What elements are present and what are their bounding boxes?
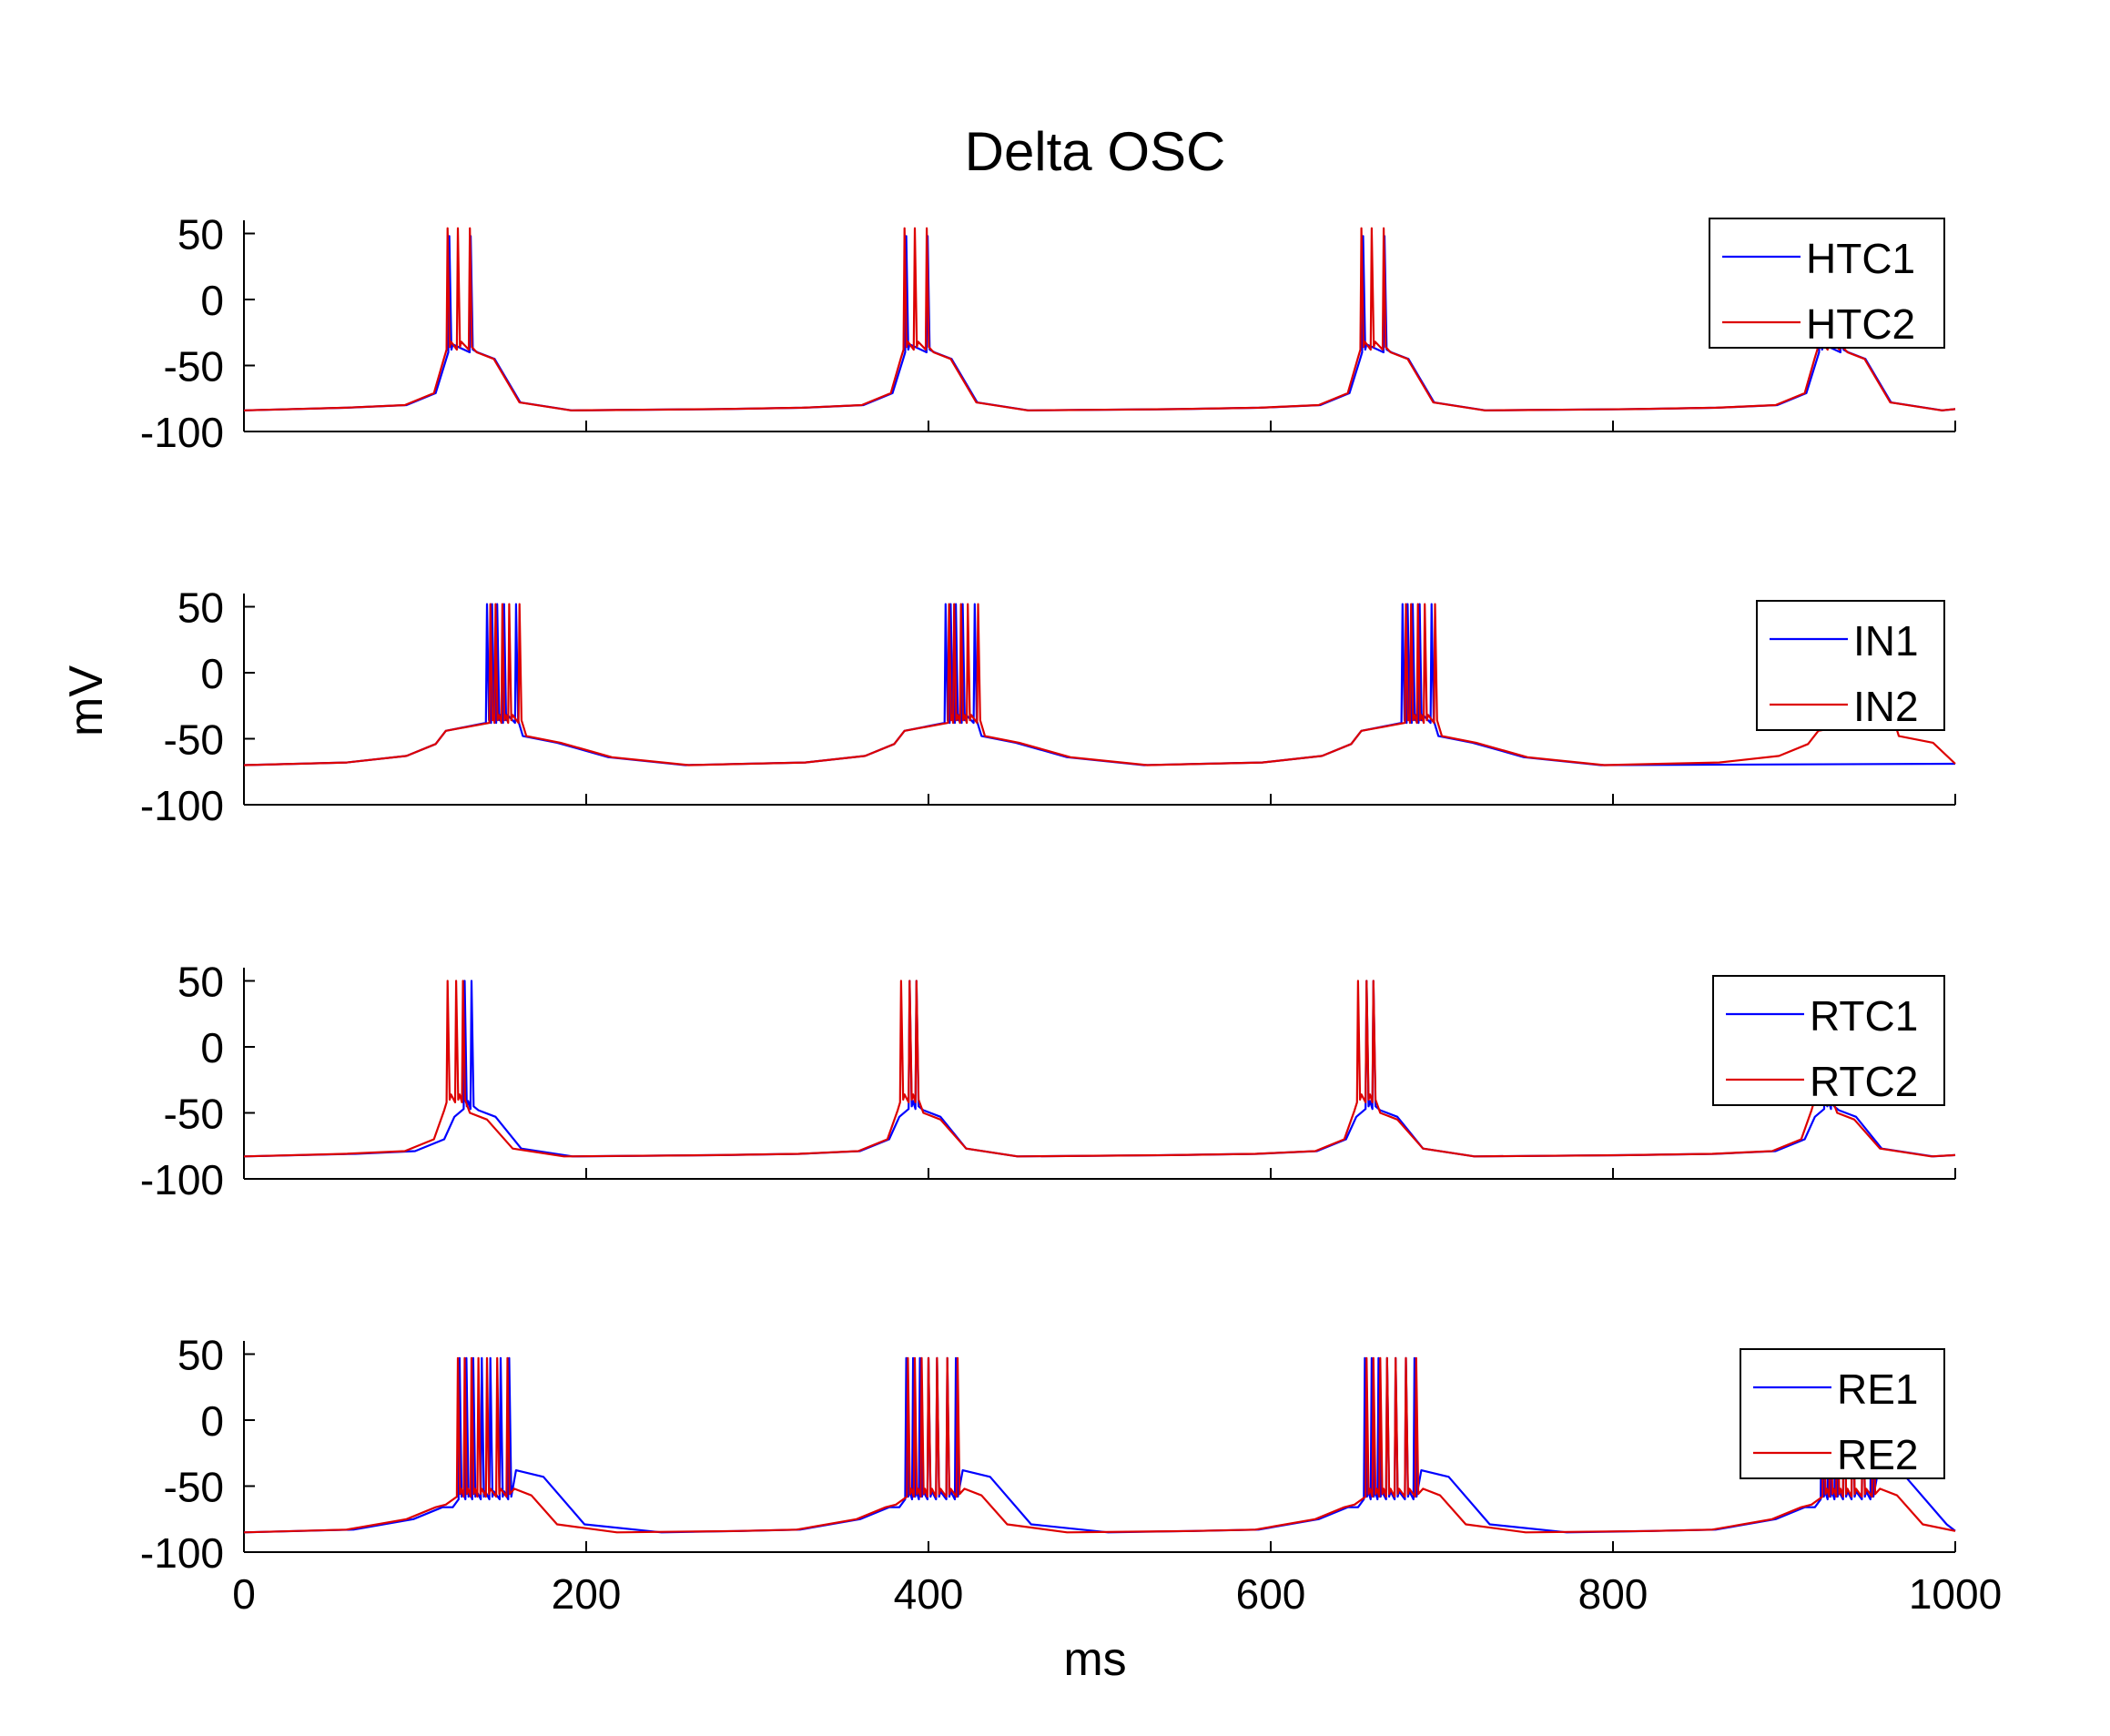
y-tick-label: 50 bbox=[178, 584, 224, 632]
panels-group: 500-50-100HTC1HTC2500-50-100IN1IN2500-50… bbox=[140, 211, 2002, 1619]
panel-1: 50 0 -50 -100 HTC1 HTC2 bbox=[140, 211, 1956, 456]
legend-box bbox=[1709, 218, 1945, 349]
y-tick-label: 0 bbox=[200, 650, 224, 697]
legend-box bbox=[1740, 1348, 1945, 1479]
legend-label: HTC2 bbox=[1806, 300, 1915, 348]
x-tick-label: 200 bbox=[552, 1570, 622, 1618]
legend-box bbox=[1712, 975, 1945, 1106]
series-line-rtc1 bbox=[243, 980, 1956, 1158]
y-tick-label: 0 bbox=[200, 1397, 224, 1445]
y-tick-label: 50 bbox=[178, 1332, 224, 1379]
x-tick-label: 400 bbox=[894, 1570, 964, 1618]
series-line-re2 bbox=[243, 1356, 1956, 1534]
series-line-rtc2 bbox=[243, 980, 1956, 1158]
series-line-htc1 bbox=[243, 235, 1956, 411]
legend-label: RE1 bbox=[1837, 1365, 1918, 1413]
series-line-in2 bbox=[243, 603, 1956, 766]
x-tick-label: 600 bbox=[1236, 1570, 1306, 1618]
panel-3: 50 0 -50 -100 RTC1 RTC2 bbox=[140, 959, 1956, 1203]
y-tick-label: -50 bbox=[164, 1091, 224, 1138]
y-tick-label: 0 bbox=[200, 1024, 224, 1071]
y-tick-label: -100 bbox=[140, 782, 224, 829]
y-axis-label: mV bbox=[60, 665, 113, 736]
series-line-htc2 bbox=[243, 227, 1956, 411]
x-tick-label: 0 bbox=[232, 1570, 256, 1618]
x-axis-label: ms bbox=[1063, 1633, 1126, 1686]
legend-label: RTC2 bbox=[1810, 1058, 1918, 1105]
legend-label: IN1 bbox=[1853, 617, 1919, 665]
x-tick-label: 1000 bbox=[1909, 1570, 2002, 1618]
legend-box bbox=[1756, 600, 1945, 731]
chart-title: Delta OSC bbox=[965, 121, 1226, 182]
legend-label: RE2 bbox=[1837, 1431, 1918, 1478]
y-tick-label: -100 bbox=[140, 409, 224, 456]
y-tick-label: 0 bbox=[200, 277, 224, 324]
legend-label: HTC1 bbox=[1806, 235, 1915, 282]
y-tick-label: -50 bbox=[164, 716, 224, 764]
y-tick-label: -100 bbox=[140, 1156, 224, 1203]
y-tick-label: 50 bbox=[178, 959, 224, 1006]
x-tick-label: 800 bbox=[1578, 1570, 1648, 1618]
legend: RTC1 RTC2 bbox=[1712, 975, 1945, 1106]
legend-label: IN2 bbox=[1853, 683, 1919, 730]
series-line-re1 bbox=[243, 1356, 1956, 1534]
legend: HTC1 HTC2 bbox=[1709, 218, 1945, 349]
y-tick-label: -50 bbox=[164, 1464, 224, 1511]
series-line-in1 bbox=[243, 603, 1956, 766]
y-tick-label: -100 bbox=[140, 1529, 224, 1577]
legend-label: RTC1 bbox=[1810, 992, 1918, 1040]
y-tick-label: -50 bbox=[164, 343, 224, 391]
y-tick-label: 50 bbox=[178, 211, 224, 259]
